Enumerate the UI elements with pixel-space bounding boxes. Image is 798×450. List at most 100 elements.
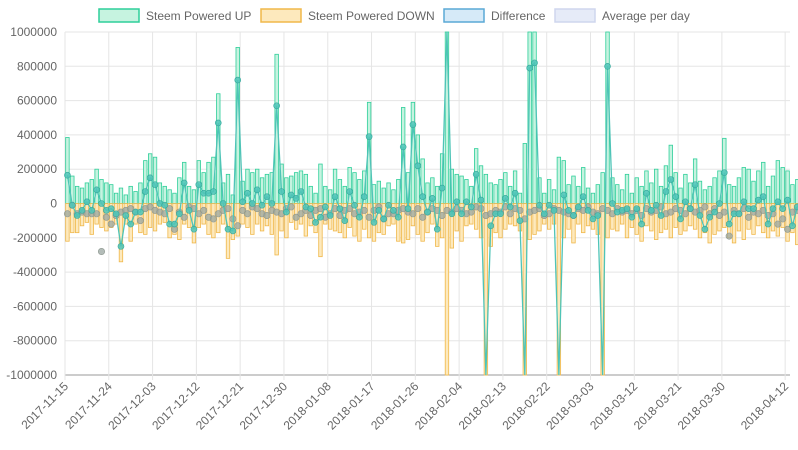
down-bar [216,203,221,234]
up-bar [483,173,489,204]
up-bar [741,167,746,204]
difference-line [64,31,798,376]
difference-point [346,188,353,195]
up-bar [727,184,732,204]
down-bar [274,203,279,256]
average-point [438,212,446,220]
down-bar [177,203,182,240]
difference-point [667,176,675,183]
down-bar [624,203,630,239]
down-bar [634,203,639,235]
legend-item[interactable]: Difference [443,8,546,23]
average-point [239,206,247,214]
up-bar [522,143,527,204]
difference-point [341,217,349,224]
difference-point [317,213,324,221]
up-bar [751,180,756,204]
down-bar [401,203,406,244]
up-bar [381,187,386,204]
up-bar [590,192,596,204]
difference-point [122,212,130,219]
average-point [506,210,514,218]
up-bar [517,192,523,204]
up-bar [391,189,396,204]
down-bar [459,203,464,242]
x-tick-label: 2018-04-12 [738,379,792,433]
down-bar [498,203,503,239]
average-point [93,210,101,218]
difference-point [750,205,757,212]
average-point [297,210,305,218]
difference-point [701,225,709,233]
difference-point [721,169,728,176]
legend-item[interactable]: Steem Powered DOWN [260,8,435,23]
up-bar [386,182,391,204]
difference-point [297,188,305,195]
down-bar [692,203,698,230]
difference-point [609,200,616,207]
up-bar [576,185,581,204]
average-point [292,213,300,221]
down-bar [318,203,323,258]
up-bar [89,179,94,204]
y-tick-label: -600000 [13,299,57,313]
difference-point [278,188,285,195]
up-bar [104,182,109,204]
difference-point [531,59,538,67]
up-bar [615,184,620,204]
up-bar [172,192,177,204]
average-point [745,213,753,221]
up-bar [736,177,742,204]
average-point [214,210,222,218]
up-bar [206,161,211,204]
up-bar [201,172,206,204]
up-bar [298,170,304,204]
difference-point [764,220,772,228]
average-point [263,212,271,220]
average-point [253,205,261,213]
legend-swatch [260,8,302,23]
difference-point [180,179,188,187]
down-bar [532,203,537,235]
difference-point [88,207,96,214]
up-bar [75,185,80,204]
difference-point [458,210,465,218]
down-bar [673,203,678,228]
difference-point [706,213,714,221]
up-bar [357,179,362,204]
difference-point [691,181,699,188]
y-tick-label: -200000 [13,231,57,245]
up-bar [303,173,309,204]
difference-point [161,201,169,209]
legend-swatch [554,8,596,23]
difference-point [477,196,485,204]
difference-point [249,200,256,207]
down-bar [99,203,104,228]
difference-point [127,220,134,228]
up-bar [323,185,328,204]
average-point [97,248,105,256]
difference-point [137,208,144,216]
difference-point [545,201,553,209]
down-bar [761,203,766,234]
up-bar [79,187,85,204]
up-bar [488,182,493,204]
difference-point [638,220,645,228]
difference-point [502,195,509,202]
legend-item[interactable]: Steem Powered UP [98,8,251,23]
legend-item[interactable]: Average per day [554,8,690,23]
difference-point [648,207,655,214]
legend-swatch [443,8,485,23]
difference-point [662,188,670,195]
legend[interactable]: Steem Powered UP Steem Powered DOWN Differ… [98,8,690,23]
difference-point [725,220,733,228]
difference-point [735,210,743,218]
up-bar [225,173,231,204]
difference-point [365,133,373,140]
up-bar [746,168,751,204]
difference-point [438,184,446,192]
difference-point [244,189,251,197]
up-bar [123,194,128,204]
up-bar [133,191,138,204]
up-bar [128,185,133,204]
